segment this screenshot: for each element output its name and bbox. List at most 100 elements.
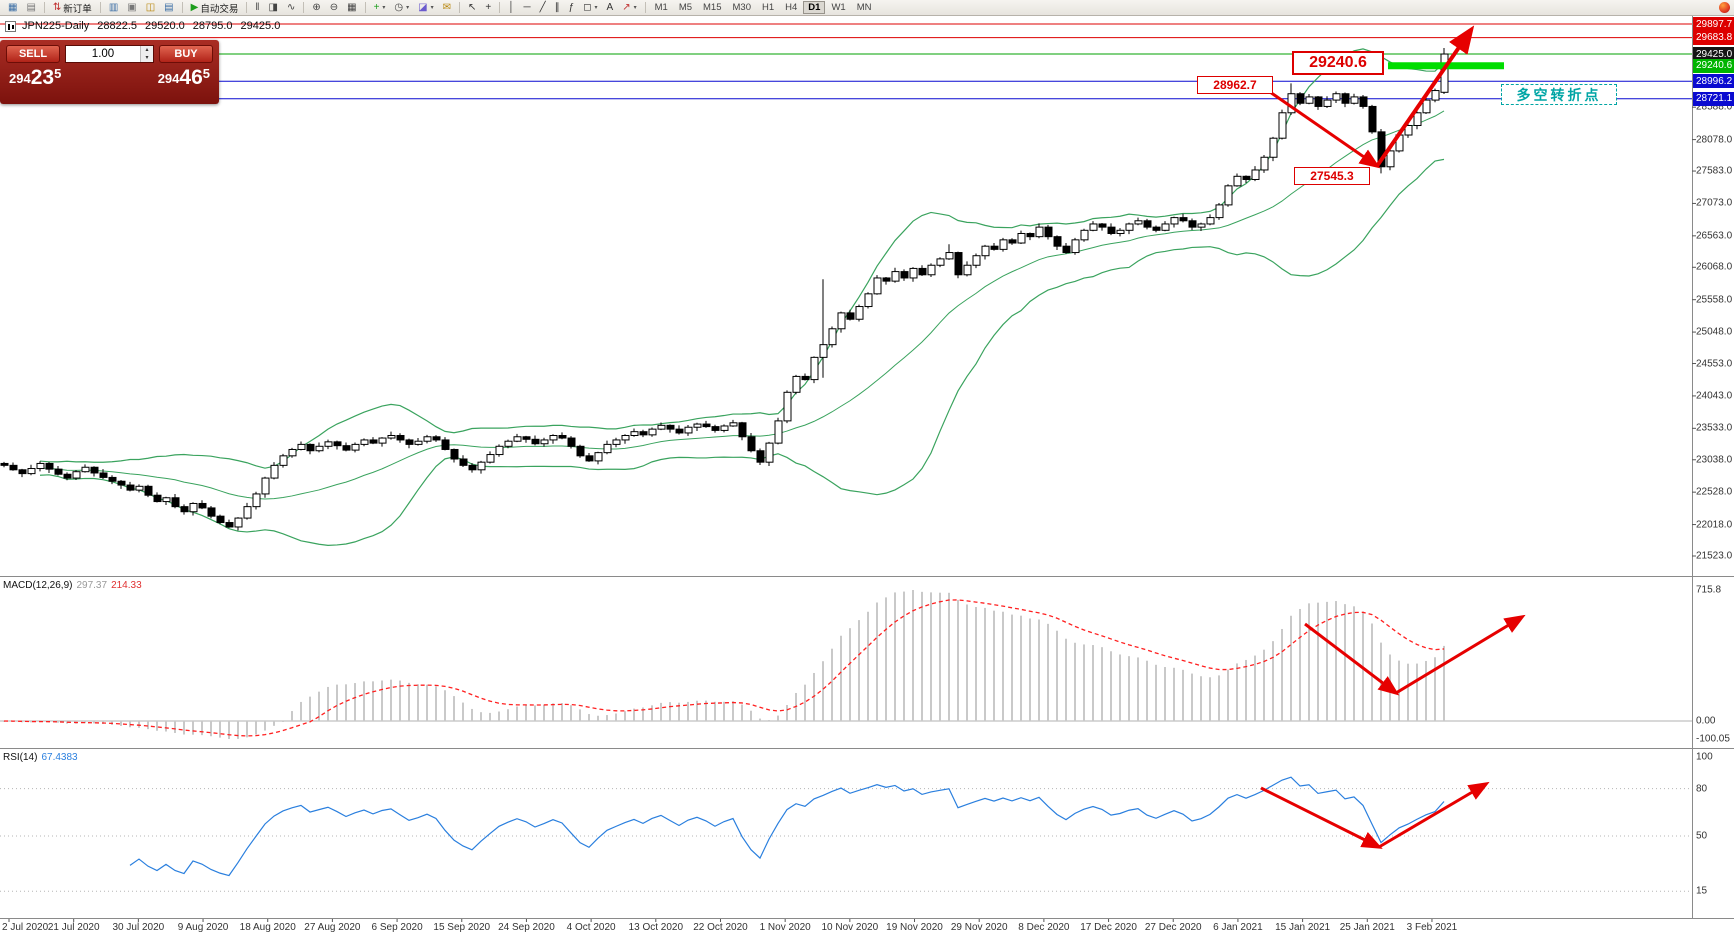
candle — [963, 264, 972, 276]
candle — [270, 464, 279, 479]
profiles-button[interactable]: ▤ — [22, 1, 39, 15]
price-annotation-29240[interactable]: 29240.6 — [1292, 51, 1384, 75]
macd-histogram-bar — [966, 604, 968, 721]
timeframe-M1[interactable]: M1 — [654, 2, 668, 13]
price-annotation-28962[interactable]: 28962.7 — [1197, 76, 1273, 94]
macd-histogram-bar — [885, 597, 887, 721]
timeframe-MN[interactable]: MN — [856, 2, 872, 13]
data-window-button[interactable]: ▣ — [123, 1, 140, 15]
fibonacci-button[interactable]: ƒ — [565, 1, 579, 15]
macd-up-arrow[interactable] — [1395, 614, 1526, 695]
volume-input[interactable] — [66, 46, 140, 62]
timeframe-W1[interactable]: W1 — [831, 2, 846, 13]
timeframe-M30[interactable]: M30 — [732, 2, 751, 13]
macd-histogram-bar — [300, 701, 302, 721]
price-annotation-27545[interactable]: 27545.3 — [1294, 167, 1370, 185]
macd-histogram-bar — [1209, 677, 1211, 721]
horizontal-line-button[interactable]: ─ — [520, 1, 535, 15]
date-label: 25 Jan 2021 — [1339, 922, 1395, 933]
autotrading-button[interactable]: ▶ 自动交易 — [187, 1, 243, 15]
bar-chart-button[interactable]: ‖ — [251, 1, 263, 15]
candle — [927, 264, 936, 276]
candle — [594, 452, 603, 462]
terminal-button[interactable]: ▤ — [160, 1, 177, 15]
candle — [1134, 220, 1143, 225]
volume-up-icon[interactable]: ▴ — [141, 46, 153, 54]
zoom-in-button[interactable]: ⊕ — [308, 1, 324, 15]
date-label: 13 Oct 2020 — [628, 922, 684, 933]
buy-button[interactable]: BUY — [159, 45, 213, 63]
candle — [558, 434, 567, 439]
market-watch-button[interactable]: ▥ — [105, 1, 122, 15]
cursor-button[interactable]: ↖ — [464, 1, 480, 15]
candle — [18, 469, 27, 475]
panel-separator[interactable] — [0, 918, 1734, 919]
sell-price: 294 23 5 — [9, 66, 62, 89]
macd-histogram-bar — [417, 684, 419, 721]
candle — [1350, 96, 1359, 104]
candle — [117, 480, 126, 486]
text-label-button[interactable]: A — [603, 1, 618, 15]
mail-button[interactable]: ✉ — [439, 1, 455, 15]
price-down-arrow[interactable] — [1269, 90, 1381, 169]
price-scale[interactable]: 28588.0 28078.0 27583.0 27073.0 26563.0 26068… — [1693, 0, 1734, 937]
new-order-button[interactable]: ⇅ 新订单 — [49, 1, 96, 15]
macd-histogram-bar — [291, 711, 293, 721]
templates-button[interactable]: ◪ ▾ — [414, 1, 437, 15]
macd-histogram-bar — [399, 680, 401, 721]
geometric-shapes-button[interactable]: ◻ ▾ — [579, 1, 601, 15]
rsi-down-arrow[interactable] — [1260, 786, 1383, 849]
indicators-button[interactable]: + ▾ — [370, 1, 390, 15]
candle — [126, 484, 135, 491]
macd-histogram-bar — [156, 721, 158, 731]
turning-point-label[interactable]: 多空转折点 — [1501, 84, 1617, 105]
timeframe-H4[interactable]: H4 — [785, 2, 798, 13]
line-chart-button[interactable]: ∿ — [283, 1, 299, 15]
arrow-objects-button[interactable]: ↗ ▾ — [618, 1, 640, 15]
navigator-button[interactable]: ◫ — [142, 1, 159, 15]
candle — [27, 468, 36, 475]
periods-button[interactable]: ◷ ▾ — [390, 1, 413, 15]
tile-windows-button[interactable]: ▦ — [343, 1, 360, 15]
volume-down-icon[interactable]: ▾ — [141, 54, 153, 62]
crosshair-button[interactable]: + — [481, 1, 495, 15]
candle — [360, 439, 369, 445]
macd-histogram-bar — [1173, 667, 1175, 721]
rsi-scale-label: 80 — [1696, 783, 1708, 795]
date-label: 6 Sep 2020 — [371, 922, 423, 933]
zoom-out-button[interactable]: ⊖ — [326, 1, 342, 15]
rsi-up-arrow[interactable] — [1378, 781, 1490, 849]
date-label: 2 Jul 2020 — [2, 922, 49, 933]
candlestick-chart-button[interactable]: ◨ — [264, 1, 281, 15]
candle — [792, 375, 801, 393]
vertical-line-button[interactable]: │ — [504, 1, 518, 15]
timeframe-D1[interactable]: D1 — [803, 1, 826, 14]
timeframe-M5[interactable]: M5 — [678, 2, 693, 13]
candle — [747, 436, 756, 452]
rsi-label: RSI(14) 67.4383 — [3, 752, 78, 763]
price-up-arrow[interactable] — [1375, 25, 1475, 168]
panel-separator[interactable] — [0, 576, 1734, 577]
time-axis[interactable]: 2 Jul 2020 21 Jul 2020 30 Jul 2020 9 Aug 20… — [0, 919, 1692, 937]
sell-button[interactable]: SELL — [6, 45, 60, 63]
connection-status-icon[interactable] — [1719, 2, 1730, 13]
candle — [279, 455, 288, 466]
macd-down-arrow[interactable] — [1304, 622, 1400, 696]
candle — [1404, 124, 1413, 136]
candle — [207, 507, 216, 517]
candle — [1332, 93, 1341, 101]
panel-separator[interactable] — [0, 748, 1734, 749]
timeframe-M15[interactable]: M15 — [703, 2, 722, 13]
macd-histogram-bar — [345, 684, 347, 721]
trendline-button[interactable]: ╱ — [536, 1, 550, 15]
macd-histogram-bar — [570, 705, 572, 721]
date-label: 17 Dec 2020 — [1080, 922, 1137, 933]
equidistant-channel-button[interactable]: ∥ — [551, 1, 564, 15]
new-chart-button[interactable]: ▦ — [4, 1, 21, 15]
candle — [1053, 236, 1062, 247]
candle — [693, 423, 702, 428]
date-label: 27 Aug 2020 — [304, 922, 361, 933]
timeframe-H1[interactable]: H1 — [761, 2, 775, 13]
